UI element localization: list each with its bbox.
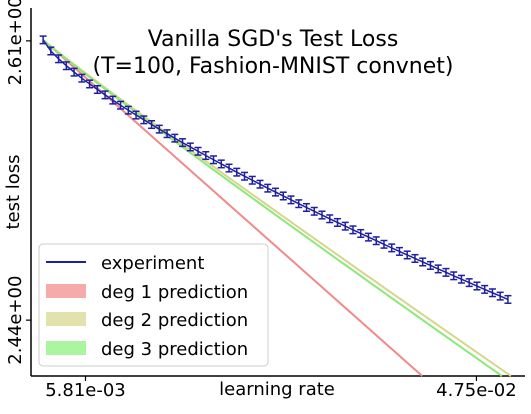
error-bar xyxy=(148,119,156,130)
legend-label-experiment: experiment xyxy=(101,253,204,274)
error-bar xyxy=(210,155,218,165)
error-bar xyxy=(101,90,109,100)
error-bar xyxy=(287,195,295,205)
legend-swatch-deg1 xyxy=(46,284,86,298)
error-bar xyxy=(272,187,280,197)
error-bar xyxy=(310,206,318,216)
error-bar xyxy=(117,100,125,110)
error-bar xyxy=(124,105,132,115)
series-line-deg3 xyxy=(42,39,503,377)
error-bar xyxy=(78,73,86,83)
error-bar xyxy=(93,84,101,95)
error-bar xyxy=(380,239,388,249)
error-bar xyxy=(248,175,256,185)
y-tick-label: 2.44e+00 xyxy=(5,276,26,365)
error-bar xyxy=(295,199,303,209)
error-bar xyxy=(504,294,512,304)
ticks-layer: 2.44e+00 2.61e+00 5.81e-03 4.75e-02 xyxy=(5,0,517,401)
error-bar xyxy=(62,61,70,71)
error-bar xyxy=(465,278,473,288)
error-bar xyxy=(86,79,94,89)
error-bar xyxy=(442,267,450,277)
y-tick-label: 2.61e+00 xyxy=(5,0,26,85)
error-bar xyxy=(318,210,326,220)
error-bar xyxy=(411,253,419,263)
error-bar xyxy=(341,221,349,231)
x-axis-label: learning rate xyxy=(219,379,335,400)
error-bar xyxy=(457,274,465,284)
error-bar xyxy=(233,167,241,177)
error-bar xyxy=(326,214,334,224)
error-bar xyxy=(186,142,194,152)
error-bar xyxy=(349,225,357,235)
legend-label-deg1: deg 1 prediction xyxy=(101,282,248,303)
error-bar xyxy=(217,159,225,169)
error-bar xyxy=(488,288,496,298)
error-bar xyxy=(357,228,365,239)
error-bar xyxy=(473,281,481,291)
error-bar xyxy=(70,67,78,77)
legend-swatch-deg3 xyxy=(46,341,86,355)
y-axis-label: test loss xyxy=(3,154,24,229)
error-bar xyxy=(109,95,117,105)
error-bar xyxy=(155,124,163,134)
error-bar xyxy=(225,163,233,173)
error-bar xyxy=(364,232,372,242)
error-bar xyxy=(481,284,489,294)
error-bar xyxy=(179,138,187,148)
error-bar xyxy=(450,271,458,281)
error-bar xyxy=(426,260,434,270)
chart-subtitle: (T=100, Fashion-MNIST convnet) xyxy=(93,54,454,79)
error-bar xyxy=(256,179,264,189)
error-bar xyxy=(395,246,403,256)
error-bar xyxy=(333,217,341,228)
error-bar xyxy=(171,133,179,143)
chart-title: Vanilla SGD's Test Loss xyxy=(148,27,399,52)
error-bar xyxy=(140,115,148,125)
error-bar xyxy=(39,35,47,45)
error-bar xyxy=(372,236,380,246)
x-tick-label: 5.81e-03 xyxy=(45,380,126,401)
error-bar xyxy=(132,110,140,120)
legend-label-deg3: deg 3 prediction xyxy=(101,339,248,360)
error-bar xyxy=(194,146,202,156)
error-bar xyxy=(419,257,427,267)
legend-label-deg2: deg 2 prediction xyxy=(101,310,248,331)
error-bar xyxy=(279,191,287,201)
error-bar xyxy=(434,264,442,274)
error-bar xyxy=(388,243,396,253)
legend-box xyxy=(38,243,269,367)
error-bar xyxy=(496,291,504,301)
error-bar xyxy=(403,250,411,260)
error-bar xyxy=(241,171,249,181)
x-tick-label: 4.75e-02 xyxy=(436,380,517,401)
series-line-deg2 xyxy=(42,39,512,377)
error-bar xyxy=(264,183,272,193)
series-layer xyxy=(39,35,512,377)
legend: experiment deg 1 prediction deg 2 predic… xyxy=(38,243,269,367)
error-bar xyxy=(303,202,311,213)
legend-swatch-deg2 xyxy=(46,312,86,326)
error-bar xyxy=(163,129,171,139)
error-bar xyxy=(47,46,55,56)
error-bar xyxy=(55,54,63,64)
error-bar xyxy=(202,151,210,161)
